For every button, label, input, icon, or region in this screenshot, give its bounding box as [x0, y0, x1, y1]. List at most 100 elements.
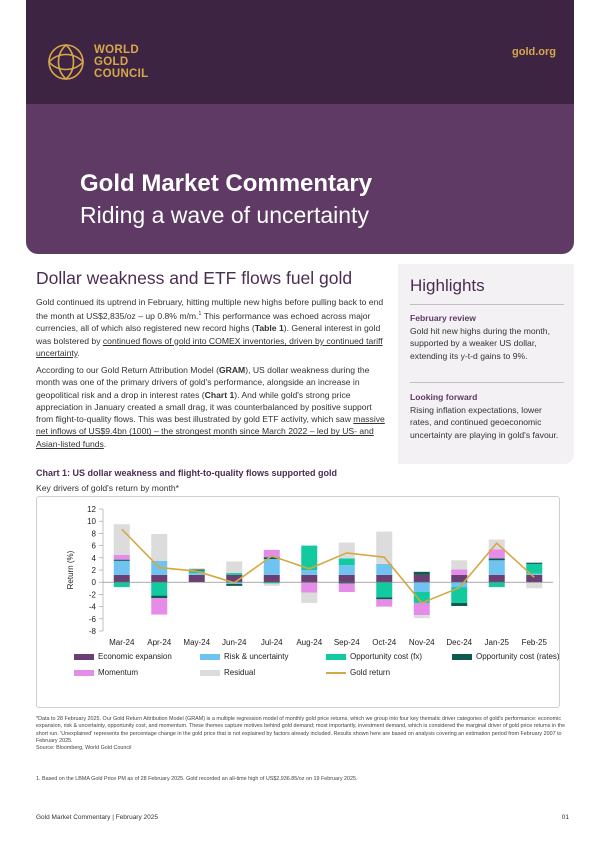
bar-segment [188, 568, 205, 570]
highlights-divider-1 [410, 304, 564, 305]
bar-segment [376, 563, 393, 575]
legend-item-momentum: Momentum [74, 668, 138, 677]
bar-segment [263, 582, 280, 584]
highlights-divider-2 [410, 382, 564, 383]
legend-label: Risk & uncertainty [224, 652, 289, 661]
hero-top-band [26, 0, 574, 104]
y-tick-label: -6 [89, 615, 97, 624]
attribution-chart: -8 -6 -4 -2 0 2 4 6 8 10 12 Return (%) Mar-24 Apr-24 M… [66, 505, 553, 647]
bar-segment [526, 573, 543, 575]
x-tick-label: Apr-24 [147, 638, 172, 647]
bar-segment [376, 582, 393, 598]
bar-segment [451, 569, 468, 575]
x-tick-label: Oct-24 [372, 638, 397, 647]
bar-segment [226, 584, 243, 586]
footer-title: Gold Market Commentary | February 2025 [36, 814, 158, 821]
bar-segment [451, 574, 468, 583]
bar-segment [301, 545, 318, 570]
legend-label: Economic expansion [98, 652, 172, 661]
legend-item-residual: Residual [200, 668, 255, 677]
x-tick-label: Nov-24 [409, 638, 435, 647]
legend-swatch [326, 671, 346, 674]
logo-line-2: GOLD [94, 56, 129, 68]
gram-ref: GRAM [218, 365, 246, 375]
legend-item-gold-return: Gold return [326, 668, 390, 677]
legend-item-opportunity-cost-fx: Opportunity cost (fx) [326, 652, 422, 661]
table-1-ref: Table 1 [254, 323, 284, 334]
logo-wordmark: WORLD GOLD COUNCIL [94, 44, 149, 80]
gold-return-line [121, 528, 535, 604]
highlights-title: Highlights [410, 276, 485, 295]
bar-segment [451, 560, 468, 570]
bar-segment [413, 571, 430, 575]
paragraph-1: Gold continued its uptrend in February, … [36, 296, 388, 359]
section-heading: Dollar weakness and ETF flows fuel gold [36, 268, 353, 288]
bar-segment [226, 561, 243, 574]
bar-segment [113, 582, 130, 588]
bar-segment [376, 597, 393, 600]
y-tick-label: -2 [89, 590, 97, 599]
chart-notes: *Data to 28 February 2025. Our Gold Retu… [36, 716, 570, 752]
y-tick-label: 12 [87, 505, 96, 514]
page-subtitle: Riding a wave of uncertainty [80, 202, 369, 228]
legend-swatch [452, 653, 472, 660]
y-tick-label: 2 [92, 566, 97, 575]
bar-segment [226, 574, 243, 583]
y-tick-label: -4 [89, 603, 97, 612]
bar-segment [188, 573, 205, 575]
bar-segment [413, 615, 430, 619]
highlight-text-1: Gold hit new highs during the month, sup… [410, 326, 550, 361]
bar-segment [301, 570, 318, 575]
legend-label: Momentum [98, 668, 139, 677]
x-tick-label: May-24 [183, 638, 210, 647]
legend-item-risk-uncertainty: Risk & uncertainty [200, 652, 288, 661]
bar-segment [301, 582, 318, 593]
p2-text-a: According to our Gold Return Attribution… [36, 365, 219, 375]
comex-link[interactable]: continued flows of gold into COMEX inven… [36, 335, 383, 359]
highlights-panel: Highlights February review Gold hit new … [398, 264, 574, 464]
bar-segment [113, 560, 130, 575]
footnote-ref-1[interactable]: 1 [198, 311, 202, 318]
bar-segment [113, 524, 130, 555]
chart-title: Chart 1: US dollar weakness and flight-t… [36, 468, 338, 478]
wgc-logo[interactable]: WORLD GOLD COUNCIL [46, 42, 149, 82]
bar-segment [488, 558, 505, 561]
legend-item-opportunity-cost-rates: Opportunity cost (rates) [452, 652, 560, 661]
legend-item-economic-expansion: Economic expansion [74, 652, 172, 661]
bar-segment [413, 591, 430, 603]
bar-segment [338, 582, 355, 584]
bar-segment [301, 574, 318, 583]
p1-text-a: Gold continued its uptrend in February, … [36, 297, 384, 322]
chart-note-text: *Data to 28 February 2025. Our Gold Retu… [36, 716, 566, 744]
bar-segment [451, 602, 468, 606]
highlight-heading-1: February review [410, 313, 476, 323]
bar-segment [338, 558, 355, 566]
logo-line-3: COUNCIL [94, 68, 149, 80]
bar-segment [113, 554, 130, 560]
bar-segment [376, 574, 393, 583]
bar-segment [338, 583, 355, 592]
bar-segment [338, 574, 355, 583]
bar-segment [376, 599, 393, 607]
highlight-text-2: Rising inflation expectations, lower rat… [410, 405, 559, 440]
site-link[interactable]: gold.org [512, 46, 556, 58]
bar-segment [488, 582, 505, 588]
bar-segment [413, 582, 430, 592]
x-tick-label: Dec-24 [446, 638, 472, 647]
etf-flows-link[interactable]: massive net inflows of US$9.4bn (100t) –… [36, 414, 385, 449]
y-axis-label: Return (%) [66, 550, 75, 589]
bar-segment [263, 574, 280, 583]
y-tick-label: 0 [92, 578, 97, 587]
legend-swatch [74, 653, 94, 660]
bar-segment [151, 598, 168, 615]
y-tick-label: 6 [92, 542, 97, 551]
x-tick-label: Jul-24 [261, 638, 283, 647]
x-tick-label: Feb-25 [522, 638, 548, 647]
page-title: Gold Market Commentary [80, 170, 373, 197]
chart-source: Source: Bloomberg, World Gold Council [36, 745, 132, 752]
y-tick-label: 10 [87, 517, 96, 526]
legend-swatch [200, 669, 220, 676]
legend-label: Opportunity cost (rates) [476, 652, 560, 661]
p1-text-d: . [77, 348, 80, 359]
legend-swatch [74, 669, 94, 676]
